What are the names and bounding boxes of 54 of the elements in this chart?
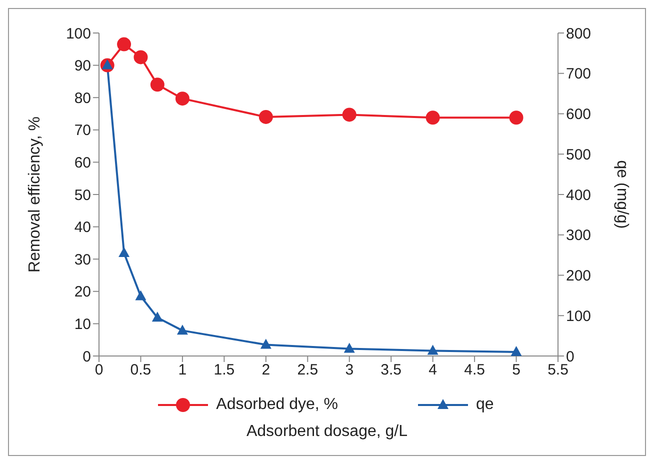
point bbox=[426, 110, 440, 125]
point bbox=[118, 247, 130, 258]
y2-tick-label: 300 bbox=[566, 227, 592, 244]
y-axis-title: Removal efficiency, % bbox=[26, 116, 44, 272]
point bbox=[344, 342, 355, 353]
legend-label: Adsorbed dye, % bbox=[215, 396, 338, 414]
y-tick-label: 90 bbox=[74, 58, 91, 75]
y-tick-label: 20 bbox=[74, 284, 91, 301]
x-tick-label: 5 bbox=[512, 362, 520, 379]
y2-axis-title: qe (mg/g) bbox=[613, 160, 630, 229]
point bbox=[152, 312, 163, 322]
x-axis-title: Adsorbent dosage, g/L bbox=[245, 422, 408, 442]
point bbox=[102, 59, 113, 70]
point bbox=[135, 290, 146, 300]
y-tick-label: 70 bbox=[74, 122, 91, 140]
y2-tick-label: 200 bbox=[566, 268, 592, 285]
y-tick-label: 40 bbox=[74, 219, 91, 236]
x-tick-label: 3 bbox=[345, 362, 354, 379]
x-tick-label: 0.5 bbox=[130, 362, 152, 379]
y2-tick-label: 600 bbox=[566, 106, 592, 124]
y2-tick-label: 700 bbox=[566, 66, 592, 83]
legend-label: qe bbox=[475, 396, 494, 414]
point bbox=[175, 92, 190, 106]
point bbox=[342, 108, 356, 122]
x-tick-label: 3.5 bbox=[380, 362, 402, 379]
y2-tick-label: 400 bbox=[566, 186, 592, 204]
y2-tick-label: 800 bbox=[566, 25, 592, 42]
point bbox=[510, 346, 522, 356]
y2-tick-label: 500 bbox=[566, 146, 592, 164]
x-tick-label: 2.5 bbox=[297, 362, 318, 379]
point bbox=[134, 50, 148, 64]
x-tick-label: 1.5 bbox=[214, 362, 235, 379]
x-tick-label: 5.5 bbox=[548, 362, 568, 379]
y-tick-label: 10 bbox=[74, 316, 91, 334]
point bbox=[150, 78, 164, 92]
y2-tick-label: 0 bbox=[566, 348, 574, 366]
x-tick-label: 0 bbox=[94, 362, 104, 379]
point bbox=[117, 37, 132, 52]
point bbox=[509, 110, 524, 125]
x-tick-label: 2 bbox=[262, 362, 270, 379]
y-tick-label: 50 bbox=[74, 186, 91, 204]
y-tick-label: 0 bbox=[82, 348, 91, 366]
point bbox=[176, 324, 188, 335]
point bbox=[258, 110, 273, 124]
y-tick-label: 100 bbox=[66, 25, 91, 42]
y-tick-label: 30 bbox=[74, 251, 91, 268]
point bbox=[260, 338, 272, 349]
x-tick-label: 4 bbox=[428, 362, 437, 379]
x-tick-label: 4.5 bbox=[464, 362, 485, 379]
y-tick-label: 60 bbox=[74, 154, 91, 172]
y-tick-label: 80 bbox=[74, 90, 91, 107]
x-tick-label: 1 bbox=[178, 362, 187, 379]
y2-tick-label: 100 bbox=[566, 308, 592, 325]
point bbox=[427, 344, 438, 355]
